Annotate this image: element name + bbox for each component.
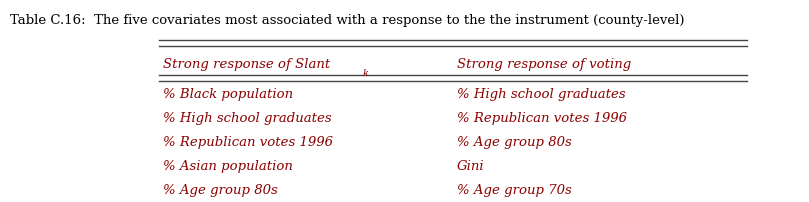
Text: Gini: Gini	[457, 159, 485, 172]
Text: Table C.16:  The five covariates most associated with a response to the the inst: Table C.16: The five covariates most ass…	[10, 14, 684, 27]
Text: % Age group 80s: % Age group 80s	[163, 183, 277, 196]
Text: % Asian population: % Asian population	[163, 159, 293, 172]
Text: Strong response of Slant: Strong response of Slant	[163, 58, 330, 71]
Text: % High school graduates: % High school graduates	[457, 87, 625, 100]
Text: % Republican votes 1996: % Republican votes 1996	[163, 135, 332, 148]
Text: % Black population: % Black population	[163, 87, 293, 100]
Text: % High school graduates: % High school graduates	[163, 112, 331, 124]
Text: % Republican votes 1996: % Republican votes 1996	[457, 112, 627, 124]
Text: % Age group 80s: % Age group 80s	[457, 135, 572, 148]
Text: Strong response of voting: Strong response of voting	[457, 58, 631, 71]
Text: % Age group 70s: % Age group 70s	[457, 183, 572, 196]
Text: k: k	[362, 69, 368, 78]
